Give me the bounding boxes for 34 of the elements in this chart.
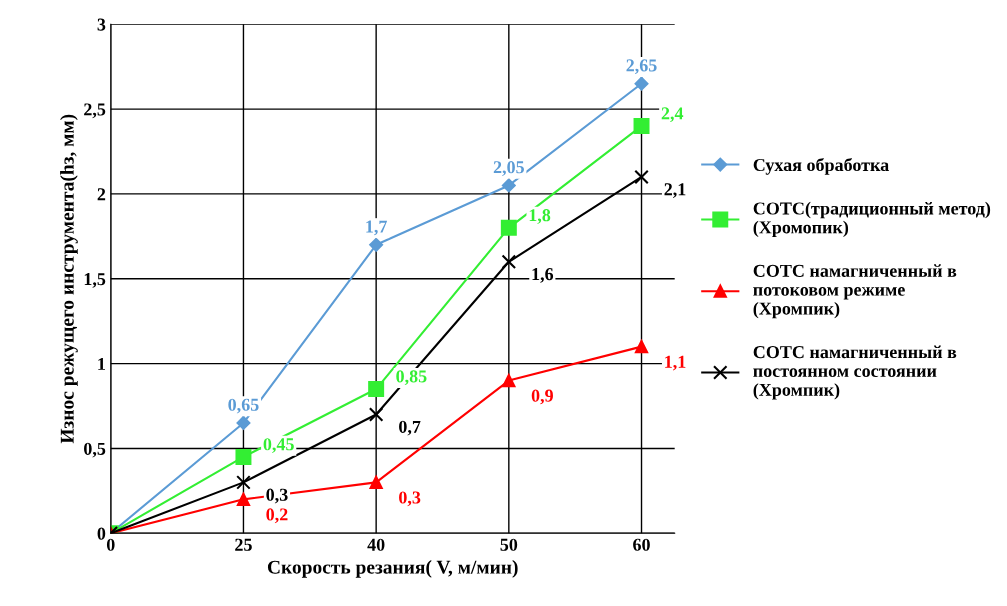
y-tick-label: 2,5 — [84, 103, 106, 119]
data-label: 1,1 — [665, 355, 686, 371]
y-tick-label: 0,5 — [84, 442, 106, 458]
x-tick-label: 25 — [235, 538, 252, 551]
data-label: 0,3 — [399, 491, 421, 507]
data-label: 0,2 — [266, 508, 288, 524]
y-axis-title: Износ режущего инструмента(hз, мм) — [60, 114, 78, 444]
data-label: 1,8 — [529, 209, 551, 224]
data-label: 0,45 — [263, 438, 294, 453]
legend-label: СОТС намагниченный в постоянном состоянии (Хромпик) — [753, 345, 957, 400]
data-label: 2,4 — [661, 107, 684, 123]
y-tick-label: 0 — [97, 527, 106, 540]
data-label: 1,7 — [366, 220, 387, 236]
x-tick-label: 50 — [500, 538, 518, 551]
y-tick-label: 3 — [97, 18, 106, 31]
data-label: 0,3 — [266, 488, 288, 504]
y-tick-label: 1,5 — [84, 273, 106, 288]
y-tick-label: 2 — [97, 188, 106, 201]
x-axis-title: Скорость резания( V, м/мин) — [267, 560, 518, 578]
legend-label: СОТС намагниченный в потоковом режиме (Хромпик) — [753, 264, 957, 319]
data-label: 2,05 — [493, 161, 524, 176]
data-label: 2,1 — [664, 183, 686, 198]
data-label: 1,6 — [532, 268, 554, 283]
data-label: 2,65 — [626, 59, 657, 75]
x-tick-label: 40 — [367, 538, 385, 551]
data-label: 0,65 — [228, 398, 259, 414]
y-tick-label: 1 — [98, 357, 105, 370]
data-label: 0,7 — [399, 420, 421, 436]
data-label: 0,85 — [396, 370, 427, 386]
x-tick-label: 60 — [633, 538, 650, 551]
x-tick-label: 0 — [106, 538, 115, 551]
data-label: 0,9 — [531, 389, 553, 405]
legend-label: СОТС(традиционный метод) (Хромопик) — [753, 201, 991, 238]
legend-label: Сухая обработка — [753, 157, 889, 175]
